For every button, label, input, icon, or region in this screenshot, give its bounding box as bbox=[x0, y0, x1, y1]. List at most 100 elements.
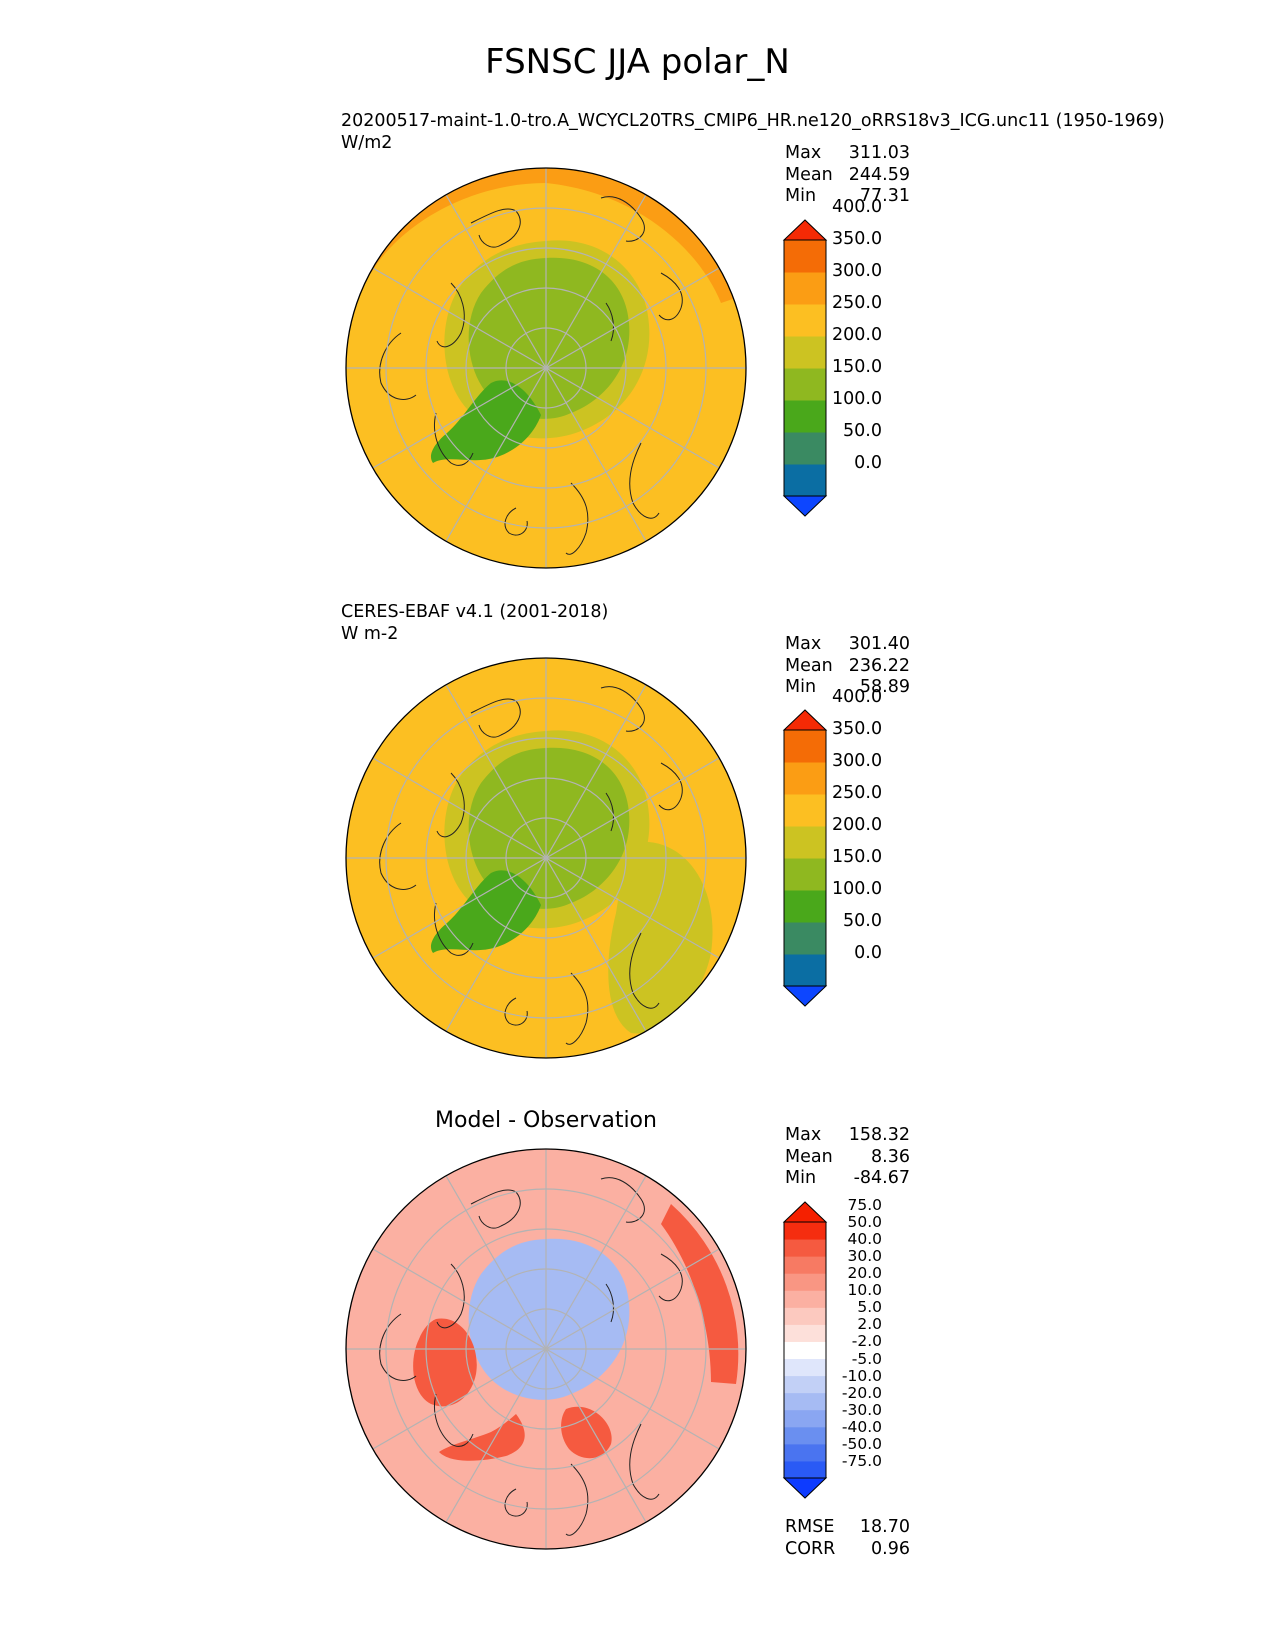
panel3-mean-label: Mean bbox=[785, 1146, 833, 1167]
colorbar-tick-label: 300.0 bbox=[832, 261, 883, 281]
colorbar-tick-label: 350.0 bbox=[832, 719, 883, 739]
colorbar-segment bbox=[784, 1273, 826, 1291]
corr-label: CORR bbox=[785, 1538, 836, 1559]
panel1-min-label: Min bbox=[785, 186, 817, 206]
panel2-min-label: Min bbox=[785, 677, 817, 697]
colorbar-tick-label: -40.0 bbox=[841, 1417, 882, 1436]
colorbar-segment bbox=[784, 730, 826, 763]
colorbar-segment bbox=[784, 272, 826, 305]
panel1-mean-label: Mean bbox=[785, 164, 833, 185]
panel1-max-value: 311.03 bbox=[848, 143, 910, 163]
colorbar-extend-min bbox=[782, 985, 828, 1007]
figure-title: FSNSC JJA polar_N bbox=[485, 42, 790, 82]
colorbar-tick-label: 150.0 bbox=[832, 847, 883, 867]
panel3-map bbox=[345, 1148, 747, 1550]
canadian-archipelago-region bbox=[413, 1318, 477, 1407]
coastline bbox=[605, 1283, 614, 1323]
colorbar-tick-label: -2.0 bbox=[851, 1332, 882, 1351]
colorbar-tick-label: -10.0 bbox=[841, 1366, 882, 1385]
colorbar-extend-max bbox=[782, 219, 828, 241]
coastline bbox=[600, 686, 645, 732]
panel2-mean-label: Mean bbox=[785, 655, 833, 676]
arctic-core-region bbox=[468, 1238, 630, 1400]
coastline bbox=[605, 302, 614, 342]
panel3-colorbar bbox=[782, 1201, 828, 1499]
colorbar-tick-label: 50.0 bbox=[843, 911, 882, 931]
map-boundary bbox=[345, 1148, 747, 1550]
panel2-mean-value: 236.22 bbox=[848, 655, 910, 676]
meridian-line bbox=[445, 1175, 647, 1523]
east-siberia-region bbox=[608, 841, 713, 1034]
colorbar-tick-label: -50.0 bbox=[841, 1434, 882, 1453]
panel2-title: CERES-EBAF v4.1 (2001-2018) bbox=[341, 602, 609, 622]
colorbar-segment bbox=[784, 1460, 826, 1479]
panel3-min-value: -84.67 bbox=[853, 1168, 910, 1188]
colorbar-segment bbox=[784, 1392, 826, 1411]
colorbar-segment bbox=[784, 826, 826, 859]
colorbar-extend-min bbox=[782, 495, 828, 517]
panel2-max-label: Max bbox=[785, 634, 822, 654]
colorbar-tick-label: 0.0 bbox=[854, 943, 882, 963]
coastline bbox=[379, 822, 417, 890]
colorbar-segment bbox=[784, 1375, 826, 1394]
greenland-region bbox=[439, 1414, 525, 1461]
coastline bbox=[379, 332, 417, 400]
panel3-stats: Max 158.32 Mean 8.36 Min -84.67 bbox=[785, 1125, 910, 1190]
colorbar-extend-min bbox=[782, 1477, 828, 1499]
panel2-map bbox=[345, 657, 747, 1059]
colorbar-segment bbox=[784, 858, 826, 891]
colorbar-segment bbox=[784, 336, 826, 369]
map-boundary bbox=[345, 657, 747, 1059]
colorbar-segment bbox=[784, 1239, 826, 1257]
coastline bbox=[504, 997, 528, 1026]
colorbar-tick-label: 50.0 bbox=[847, 1213, 882, 1231]
panel3-metrics: RMSE 18.70 CORR 0.96 bbox=[785, 1517, 910, 1560]
coastline bbox=[436, 772, 465, 838]
arctic-core-region bbox=[468, 257, 630, 419]
colorbar-tick-label: 200.0 bbox=[832, 815, 883, 835]
colorbar-tick-label: 10.0 bbox=[847, 1281, 882, 1300]
colorbar-tick-label: 5.0 bbox=[857, 1298, 882, 1317]
coastline bbox=[436, 1263, 465, 1329]
colorbar-tick-label: 2.0 bbox=[857, 1315, 882, 1334]
colorbar-frame bbox=[783, 729, 827, 987]
arctic-core-region bbox=[468, 747, 630, 909]
colorbar-tick-label: 100.0 bbox=[832, 879, 883, 899]
coastline bbox=[565, 972, 589, 1045]
coastline bbox=[658, 1253, 683, 1302]
colorbar-segment bbox=[784, 1358, 826, 1377]
colorbar-tick-label: 400.0 bbox=[832, 687, 883, 707]
colorbar-tick-label: 250.0 bbox=[832, 293, 883, 313]
coastline bbox=[600, 196, 645, 242]
coastline bbox=[434, 412, 474, 466]
colorbar-segment bbox=[784, 1443, 826, 1462]
colorbar-segment bbox=[784, 1290, 826, 1308]
panel3-min-label: Min bbox=[785, 1168, 817, 1188]
coastline bbox=[434, 1393, 474, 1447]
colorbar-segment bbox=[784, 1222, 826, 1240]
colorbar-segment bbox=[784, 1341, 826, 1360]
colorbar-tick-label: 30.0 bbox=[847, 1247, 882, 1266]
corr-value: 0.96 bbox=[871, 1538, 910, 1559]
panel3-max-value: 158.32 bbox=[848, 1125, 910, 1145]
panel3-max-label: Max bbox=[785, 1125, 822, 1145]
colorbar-segment bbox=[784, 922, 826, 955]
panel2-units: W m-2 bbox=[341, 624, 399, 644]
colorbar-segment bbox=[784, 954, 826, 987]
coastline bbox=[600, 1177, 645, 1223]
panel2-min-value: 58.89 bbox=[859, 677, 910, 697]
colorbar-tick-label: 40.0 bbox=[847, 1230, 882, 1249]
colorbar-segment bbox=[784, 368, 826, 401]
colorbar-segment bbox=[784, 794, 826, 827]
colorbar-segment bbox=[784, 1409, 826, 1428]
map-boundary bbox=[345, 167, 747, 569]
coastline bbox=[379, 1313, 417, 1381]
svalbard-region bbox=[561, 1406, 612, 1459]
colorbar-segment bbox=[784, 762, 826, 795]
coastline bbox=[658, 272, 683, 321]
panel1-title: 20200517-maint-1.0-tro.A_WCYCL20TRS_CMIP… bbox=[341, 111, 1165, 131]
panel2-colorbar bbox=[782, 709, 828, 1007]
coastline bbox=[504, 1488, 528, 1517]
colorbar-tick-label: 50.0 bbox=[843, 421, 882, 441]
meridian-line bbox=[445, 194, 647, 542]
